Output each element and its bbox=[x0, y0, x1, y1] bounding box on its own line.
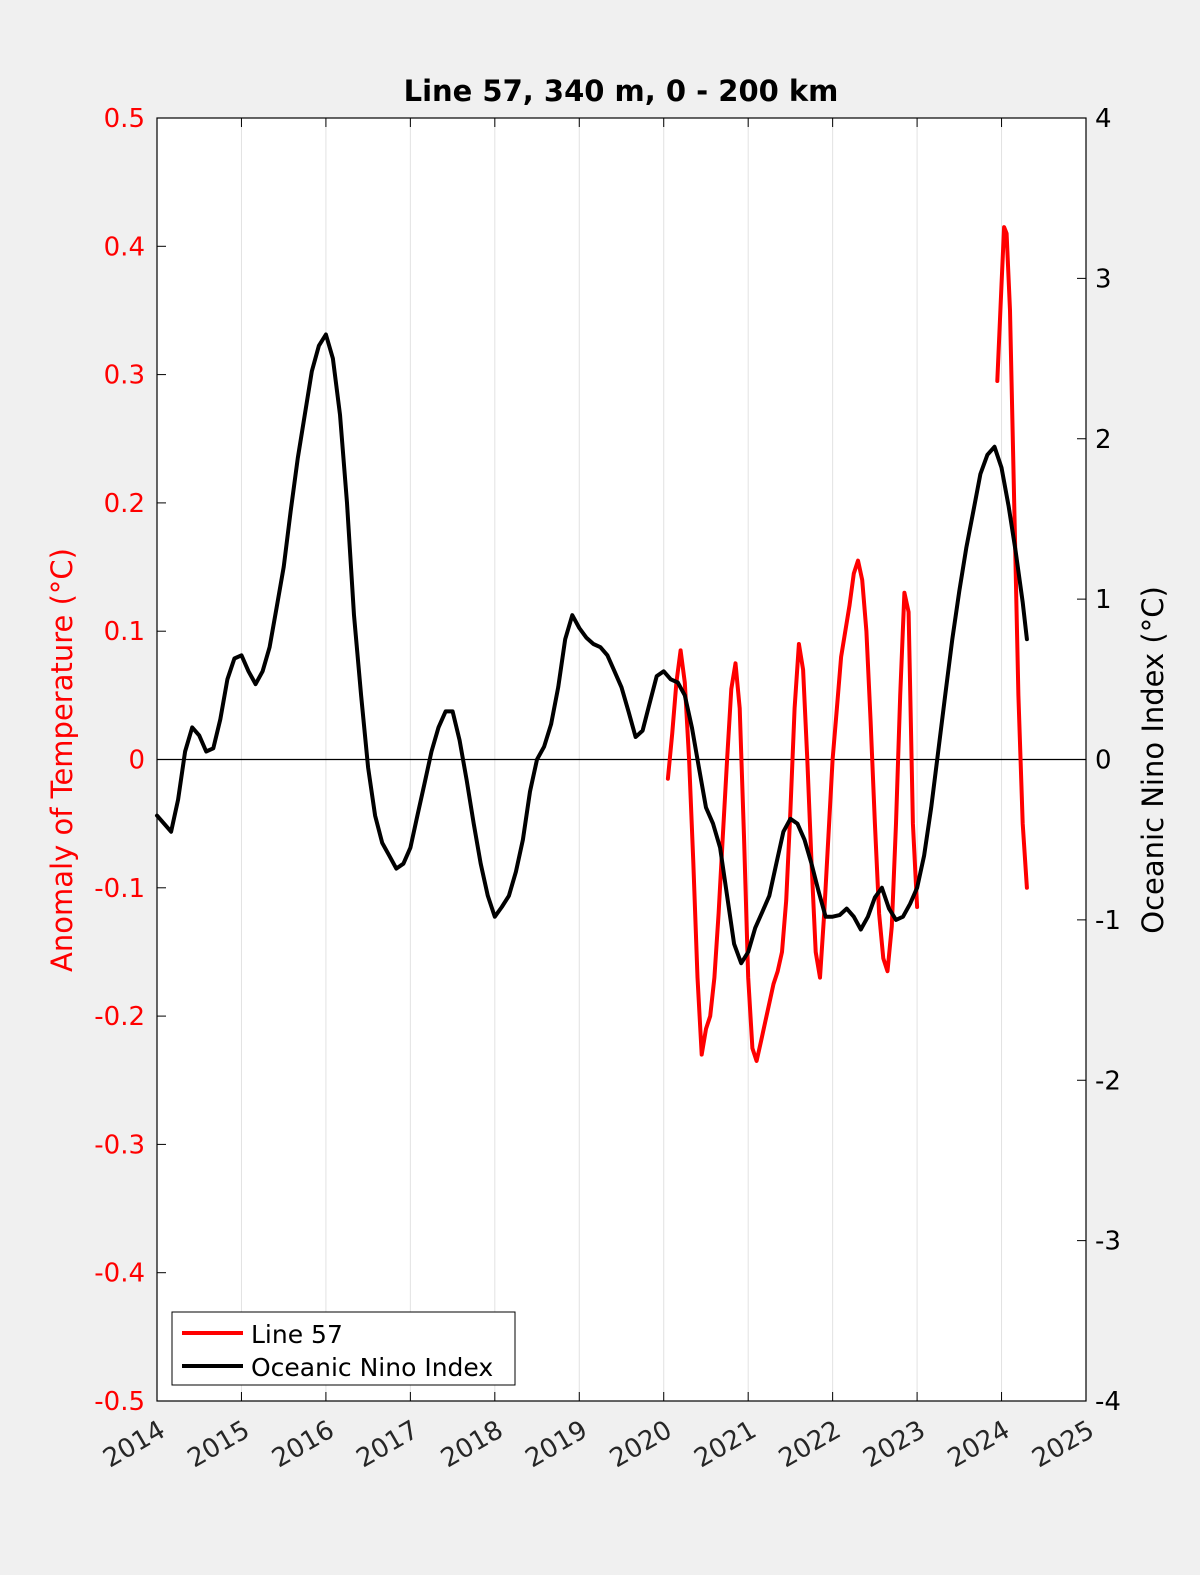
series-line-line-57-segment-1 bbox=[995, 225, 1029, 890]
x-tick-label: 2020 bbox=[605, 1415, 677, 1474]
series-line-oceanic-nino-index-segment-0 bbox=[155, 332, 1029, 966]
y-left-tick-label: 0.5 bbox=[104, 104, 145, 134]
y-right-tick-label: -4 bbox=[1095, 1387, 1121, 1417]
y-right-tick-label: 3 bbox=[1095, 264, 1112, 294]
y-axis-right-label: Oceanic Nino Index (°C) bbox=[1136, 586, 1170, 934]
x-tick-label: 2025 bbox=[1027, 1415, 1099, 1474]
y-left-tick-label: -0.2 bbox=[94, 1002, 145, 1032]
x-tick-label: 2019 bbox=[520, 1415, 592, 1474]
x-tick-label: 2023 bbox=[858, 1415, 930, 1474]
y-left-tick-label: -0.5 bbox=[94, 1387, 145, 1417]
y-left-tick-label: 0.4 bbox=[104, 232, 145, 262]
series-line-line-57-segment-0 bbox=[665, 558, 920, 1063]
x-tick-label: 2014 bbox=[98, 1415, 170, 1474]
x-tick-label: 2018 bbox=[436, 1415, 508, 1474]
y-left-tick-label: -0.4 bbox=[94, 1259, 145, 1289]
x-tick-label: 2021 bbox=[689, 1415, 761, 1474]
y-right-tick-label: 1 bbox=[1095, 585, 1112, 615]
series-layer bbox=[155, 225, 1029, 1063]
legend: Line 57 Oceanic Nino Index bbox=[171, 1311, 516, 1386]
y-left-tick-label: -0.1 bbox=[94, 874, 145, 904]
y-left-tick-label: -0.3 bbox=[94, 1130, 145, 1160]
y-left-tick-label: 0 bbox=[128, 746, 145, 776]
x-tick-label: 2015 bbox=[183, 1415, 255, 1474]
legend-box bbox=[171, 1311, 516, 1386]
y-left-tick-label: 0.3 bbox=[104, 361, 145, 391]
y-right-tick-label: 0 bbox=[1095, 746, 1112, 776]
legend-label-oceanic-nino-index: Oceanic Nino Index bbox=[251, 1353, 493, 1382]
y-left-tick-label: 0.1 bbox=[104, 617, 145, 647]
y-right-tick-label: 4 bbox=[1095, 104, 1112, 134]
y-right-tick-label: -1 bbox=[1095, 906, 1121, 936]
y-right-tick-label: -2 bbox=[1095, 1066, 1121, 1096]
y-left-tick-label: 0.2 bbox=[104, 489, 145, 519]
y-axis-right: 4 3 2 1 0 -1 -2 -3 -4 bbox=[1077, 104, 1121, 1417]
x-tick-label: 2016 bbox=[267, 1415, 339, 1474]
chart-title: Line 57, 340 m, 0 - 200 km bbox=[404, 74, 839, 108]
y-axis-left-label: Anomaly of Temperature (°C) bbox=[45, 548, 79, 972]
legend-label-line-57: Line 57 bbox=[251, 1320, 343, 1349]
x-tick-label: 2022 bbox=[774, 1415, 846, 1474]
y-right-tick-label: 2 bbox=[1095, 425, 1112, 455]
x-tick-label: 2024 bbox=[943, 1415, 1015, 1474]
y-right-tick-label: -3 bbox=[1095, 1227, 1121, 1257]
y-axis-left: 0.5 0.4 0.3 0.2 0.1 0 -0.1 -0.2 -0.3 -0.4 -0.5 bbox=[94, 104, 166, 1417]
x-tick-label: 2017 bbox=[352, 1415, 424, 1474]
